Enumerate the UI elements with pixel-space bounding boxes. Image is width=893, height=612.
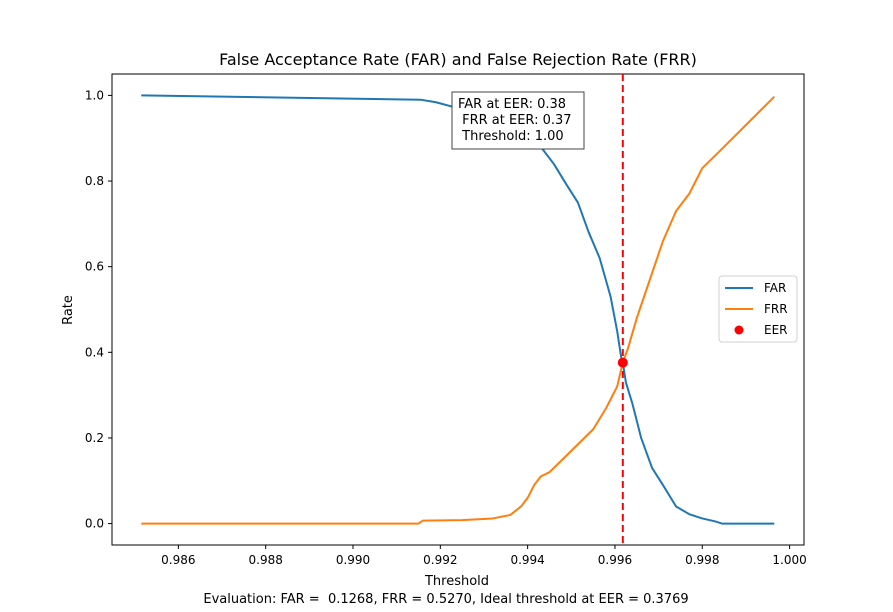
- y-tick-label: 1.0: [85, 88, 104, 102]
- legend: FAR FRR EER: [718, 275, 798, 343]
- x-tick-label: 0.986: [161, 553, 195, 567]
- y-axis-label: Rate: [61, 295, 76, 325]
- legend-swatch-eer: [734, 325, 744, 335]
- y-tick-label: 0.0: [85, 517, 104, 531]
- series-line-frr: [141, 95, 776, 525]
- legend-frame: [718, 275, 798, 343]
- axes-frame: [111, 73, 805, 546]
- legend-label-frr: FRR: [764, 302, 788, 316]
- annotation-line-far: FAR at EER: 0.38: [458, 97, 566, 112]
- legend-label-far: FAR: [764, 281, 786, 295]
- x-tick-label: 0.996: [598, 553, 632, 567]
- eer-point: [617, 357, 628, 368]
- evaluation-caption: Evaluation: FAR = 0.1268, FRR = 0.5270, …: [203, 592, 688, 607]
- x-tick-label: 1.000: [772, 553, 806, 567]
- x-axis-ticks: 0.986 0.988 0.990 0.992 0.994 0.996 0.998 1.000: [161, 545, 807, 567]
- plot-area: [111, 73, 805, 546]
- x-axis-label: Threshold: [424, 574, 489, 589]
- x-tick-label: 0.998: [685, 553, 719, 567]
- annotation-frame: [451, 91, 585, 150]
- annotation-line-frr: FRR at EER: 0.37: [458, 113, 572, 128]
- chart-title: False Acceptance Rate (FAR) and False Re…: [219, 50, 697, 69]
- x-tick-label: 0.988: [249, 553, 283, 567]
- eer-annotation-box: FAR at EER: 0.38 FRR at EER: 0.37 Thresh…: [451, 91, 585, 150]
- y-axis-ticks: 0.0 0.2 0.4 0.6 0.8 1.0: [85, 88, 112, 531]
- y-tick-label: 0.4: [85, 345, 104, 359]
- x-tick-label: 0.990: [336, 553, 370, 567]
- legend-label-eer: EER: [764, 323, 788, 337]
- annotation-line-threshold: Threshold: 1.00: [458, 129, 564, 144]
- y-tick-label: 0.8: [85, 174, 104, 188]
- y-tick-label: 0.6: [85, 260, 104, 274]
- y-tick-label: 0.2: [85, 431, 104, 445]
- x-tick-label: 0.994: [510, 553, 544, 567]
- x-tick-label: 0.992: [423, 553, 457, 567]
